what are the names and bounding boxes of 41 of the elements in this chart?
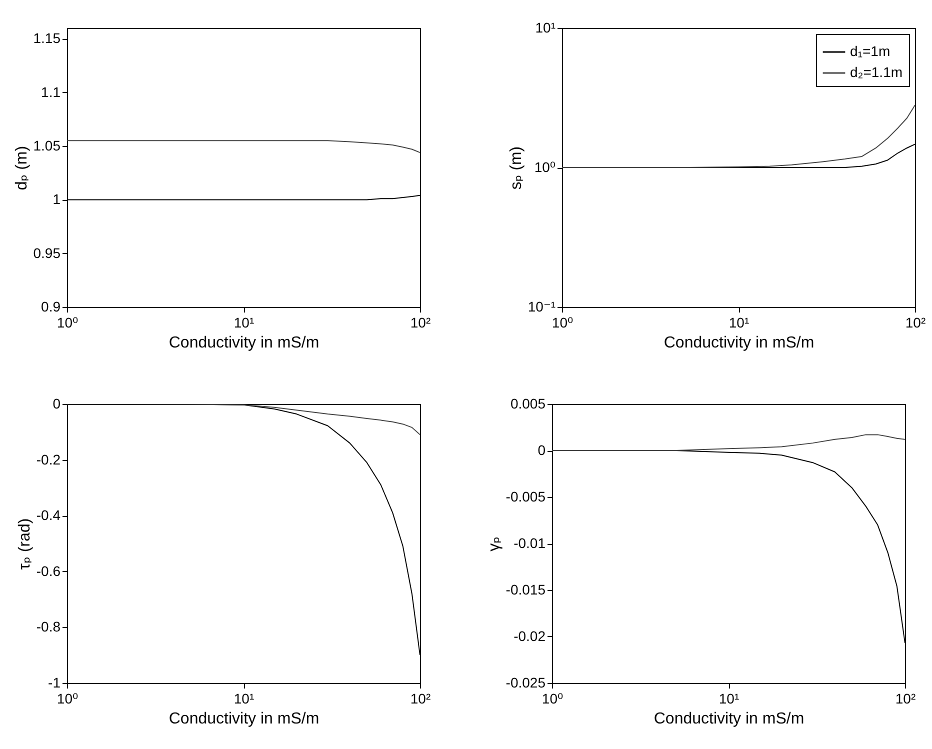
x-tick-label: 10¹ (234, 690, 254, 706)
y-tick-label: 1.05 (33, 138, 61, 154)
x-tick-label: 10¹ (234, 314, 254, 330)
y-axis-title: sₚ (m) (508, 146, 525, 190)
y-tick-label: 0.005 (510, 396, 546, 412)
x-tick-label: 10² (410, 690, 431, 706)
x-tick-label: 10² (410, 314, 431, 330)
y-tick-label: 1 (52, 191, 61, 208)
x-axis-title: Conductivity in mS/m (168, 710, 320, 728)
y-tick-label: 0 (52, 396, 61, 412)
y-tick-label: 1.15 (33, 30, 61, 46)
y-tick-label: -0.02 (514, 628, 546, 644)
y-tick-label: 0.9 (41, 298, 61, 314)
x-axis-title: Conductivity in mS/m (168, 334, 320, 352)
legend-label: d₁=1m (850, 43, 890, 59)
y-tick-label: -1 (48, 674, 61, 690)
y-tick-label: 0.95 (33, 244, 61, 261)
x-tick-label: 10² (905, 314, 926, 330)
y-tick-label: -0.005 (506, 488, 546, 504)
y-tick-label: 0 (538, 442, 546, 458)
y-axis-title: τₚ (rad) (16, 518, 34, 570)
y-tick-label: -0.8 (36, 618, 61, 635)
x-tick-label: 10² (895, 690, 916, 706)
y-tick-label: 10⁻¹ (528, 298, 556, 314)
x-axis-title: Conductivity in mS/m (654, 710, 804, 728)
x-tick-label: 10⁰ (552, 314, 574, 330)
x-tick-label: 10¹ (718, 690, 740, 706)
y-tick-label: -0.01 (514, 535, 546, 551)
legend-label: d₂=1.1m (850, 64, 903, 80)
y-tick-label: 1.1 (41, 84, 61, 100)
y-tick-label: -0.2 (36, 451, 61, 468)
y-axis-title: γₚ (486, 536, 503, 552)
y-tick-label: -0.025 (506, 674, 546, 690)
y-tick-label: -0.4 (36, 507, 61, 524)
y-tick-label: -0.015 (506, 582, 546, 598)
x-tick-label: 10¹ (728, 314, 750, 330)
y-tick-label: 10⁰ (534, 159, 556, 175)
y-tick-label: -0.6 (36, 562, 61, 579)
x-axis-title: Conductivity in mS/m (664, 334, 814, 352)
y-axis-title: dₚ (m) (13, 146, 30, 190)
y-tick-label: 10¹ (535, 20, 556, 36)
